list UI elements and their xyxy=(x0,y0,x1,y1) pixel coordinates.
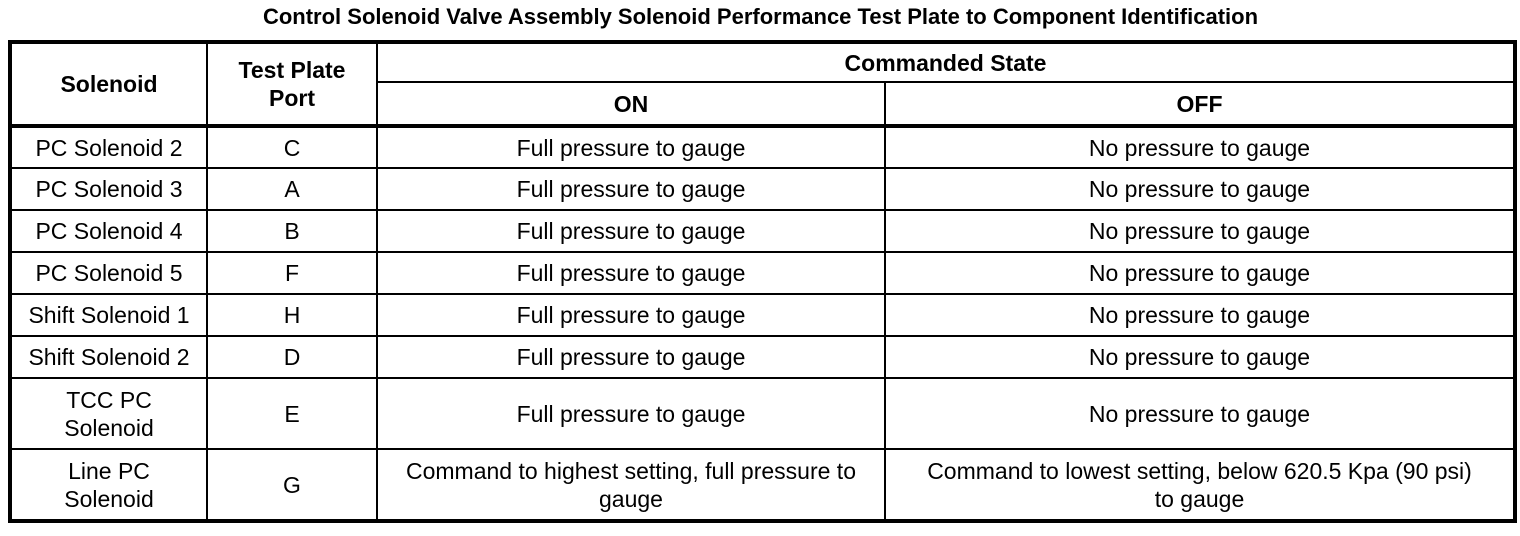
solenoid-cell: Shift Solenoid 1 xyxy=(9,293,208,337)
on-state-cell: Full pressure to gauge xyxy=(376,251,886,295)
table-row: PC Solenoid 2 C Full pressure to gauge N… xyxy=(9,125,1516,169)
table-body: PC Solenoid 2 C Full pressure to gauge N… xyxy=(9,125,1516,522)
on-state-cell: Full pressure to gauge xyxy=(376,209,886,253)
solenoid-cell: Shift Solenoid 2 xyxy=(9,335,208,379)
port-cell: G xyxy=(206,448,378,522)
port-cell: B xyxy=(206,209,378,253)
port-cell: E xyxy=(206,377,378,450)
solenoid-cell: Line PC Solenoid xyxy=(9,448,208,522)
on-state-cell: Full pressure to gauge xyxy=(376,335,886,379)
solenoid-cell: TCC PC Solenoid xyxy=(9,377,208,450)
column-header-off: OFF xyxy=(884,81,1516,128)
table-row: Shift Solenoid 2 D Full pressure to gaug… xyxy=(9,335,1516,379)
off-state-cell: No pressure to gauge xyxy=(884,377,1516,450)
off-state-cell: No pressure to gauge xyxy=(884,167,1516,211)
page-title: Control Solenoid Valve Assembly Solenoid… xyxy=(262,4,1259,29)
table-header: Solenoid Test Plate Port Commanded State… xyxy=(9,41,1516,128)
solenoid-cell: PC Solenoid 5 xyxy=(9,251,208,295)
table-row: Line PC Solenoid G Command to highest se… xyxy=(9,448,1516,522)
off-state-cell: No pressure to gauge xyxy=(884,209,1516,253)
off-state-cell: No pressure to gauge xyxy=(884,125,1516,169)
column-header-test-plate-port: Test Plate Port xyxy=(206,41,378,128)
port-cell: H xyxy=(206,293,378,337)
off-state-cell: No pressure to gauge xyxy=(884,251,1516,295)
table-row: TCC PC Solenoid E Full pressure to gauge… xyxy=(9,377,1516,450)
off-state-cell: No pressure to gauge xyxy=(884,293,1516,337)
on-state-cell: Command to highest setting, full pressur… xyxy=(376,448,886,522)
port-cell: C xyxy=(206,125,378,169)
table-row: PC Solenoid 5 F Full pressure to gauge N… xyxy=(9,251,1516,295)
port-cell: F xyxy=(206,251,378,295)
on-state-cell: Full pressure to gauge xyxy=(376,293,886,337)
header-row-group: Solenoid Test Plate Port Commanded State xyxy=(9,41,1516,128)
solenoid-test-table: Solenoid Test Plate Port Commanded State… xyxy=(8,40,1517,523)
header-row-on-off: ON OFF xyxy=(10,81,1516,128)
solenoid-cell: PC Solenoid 4 xyxy=(9,209,208,253)
on-state-cell: Full pressure to gauge xyxy=(376,377,886,450)
on-state-cell: Full pressure to gauge xyxy=(376,167,886,211)
on-state-cell: Full pressure to gauge xyxy=(376,125,886,169)
table-row: PC Solenoid 4 B Full pressure to gauge N… xyxy=(9,209,1516,253)
column-header-commanded-state: Commanded State xyxy=(376,41,1516,83)
port-cell: A xyxy=(206,167,378,211)
column-header-on: ON xyxy=(376,81,886,128)
table-row: PC Solenoid 3 A Full pressure to gauge N… xyxy=(9,167,1516,211)
solenoid-cell: PC Solenoid 2 xyxy=(9,125,208,169)
solenoid-cell: PC Solenoid 3 xyxy=(9,167,208,211)
off-state-cell: No pressure to gauge xyxy=(884,335,1516,379)
off-state-cell: Command to lowest setting, below 620.5 K… xyxy=(884,448,1516,522)
column-header-solenoid: Solenoid xyxy=(9,41,208,128)
port-cell: D xyxy=(206,335,378,379)
table-row: Shift Solenoid 1 H Full pressure to gaug… xyxy=(9,293,1516,337)
